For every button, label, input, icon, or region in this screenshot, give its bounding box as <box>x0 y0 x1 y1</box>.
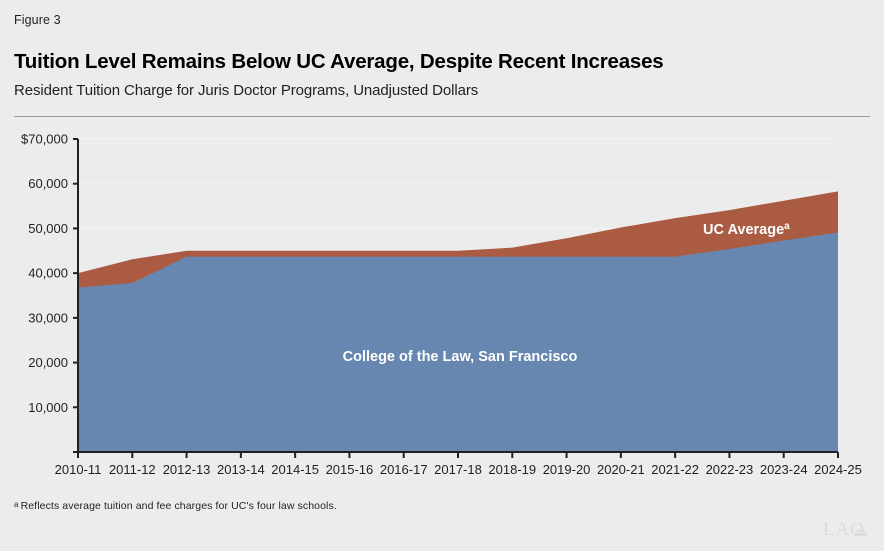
svg-text:$70,000: $70,000 <box>21 132 68 147</box>
lao-logo-text: LAO <box>822 519 865 540</box>
svg-text:2013-14: 2013-14 <box>217 462 265 477</box>
svg-text:2018-19: 2018-19 <box>488 462 536 477</box>
page-title: Tuition Level Remains Below UC Average, … <box>14 50 664 73</box>
svg-text:2022-23: 2022-23 <box>706 462 754 477</box>
svg-text:2016-17: 2016-17 <box>380 462 428 477</box>
svg-text:20,000: 20,000 <box>28 355 68 370</box>
svg-text:2019-20: 2019-20 <box>543 462 591 477</box>
footnote-marker: a <box>14 500 19 509</box>
svg-text:2012-13: 2012-13 <box>163 462 211 477</box>
lao-logo: LAO <box>823 519 868 541</box>
chart-subtitle: Resident Tuition Charge for Juris Doctor… <box>14 82 479 99</box>
book-icon <box>853 522 868 537</box>
svg-text:UC Averagea: UC Averagea <box>703 221 790 238</box>
svg-text:10,000: 10,000 <box>28 400 68 415</box>
svg-text:60,000: 60,000 <box>28 176 68 191</box>
svg-text:2023-24: 2023-24 <box>760 462 808 477</box>
svg-text:2020-21: 2020-21 <box>597 462 645 477</box>
svg-text:2021-22: 2021-22 <box>651 462 699 477</box>
svg-text:2024-25: 2024-25 <box>814 462 862 477</box>
y-axis: 10,000 20,000 30,000 40,000 50,000 60,000 $70,… <box>21 132 79 453</box>
footnote-text: Reflects average tuition and fee charges… <box>20 500 337 512</box>
header-divider <box>14 116 870 117</box>
svg-text:2014-15: 2014-15 <box>271 462 319 477</box>
series-labels: UC Averagea College of the Law, San Franc… <box>343 221 791 365</box>
svg-text:2011-12: 2011-12 <box>109 462 156 477</box>
svg-text:50,000: 50,000 <box>28 221 68 236</box>
svg-text:40,000: 40,000 <box>28 266 68 281</box>
svg-text:2015-16: 2015-16 <box>326 462 374 477</box>
svg-text:30,000: 30,000 <box>28 310 68 325</box>
x-axis: 2010-11 2011-12 2012-13 2013-14 2014-15 2015-… <box>55 451 862 477</box>
svg-text:2010-11: 2010-11 <box>55 462 102 477</box>
figure-label: Figure 3 <box>14 13 61 27</box>
svg-text:2017-18: 2017-18 <box>434 462 482 477</box>
svg-text:College of the Law, San Franci: College of the Law, San Francisco <box>343 349 578 365</box>
chart-areas <box>78 191 838 452</box>
footnote: a Reflects average tuition and fee charge… <box>14 500 337 512</box>
